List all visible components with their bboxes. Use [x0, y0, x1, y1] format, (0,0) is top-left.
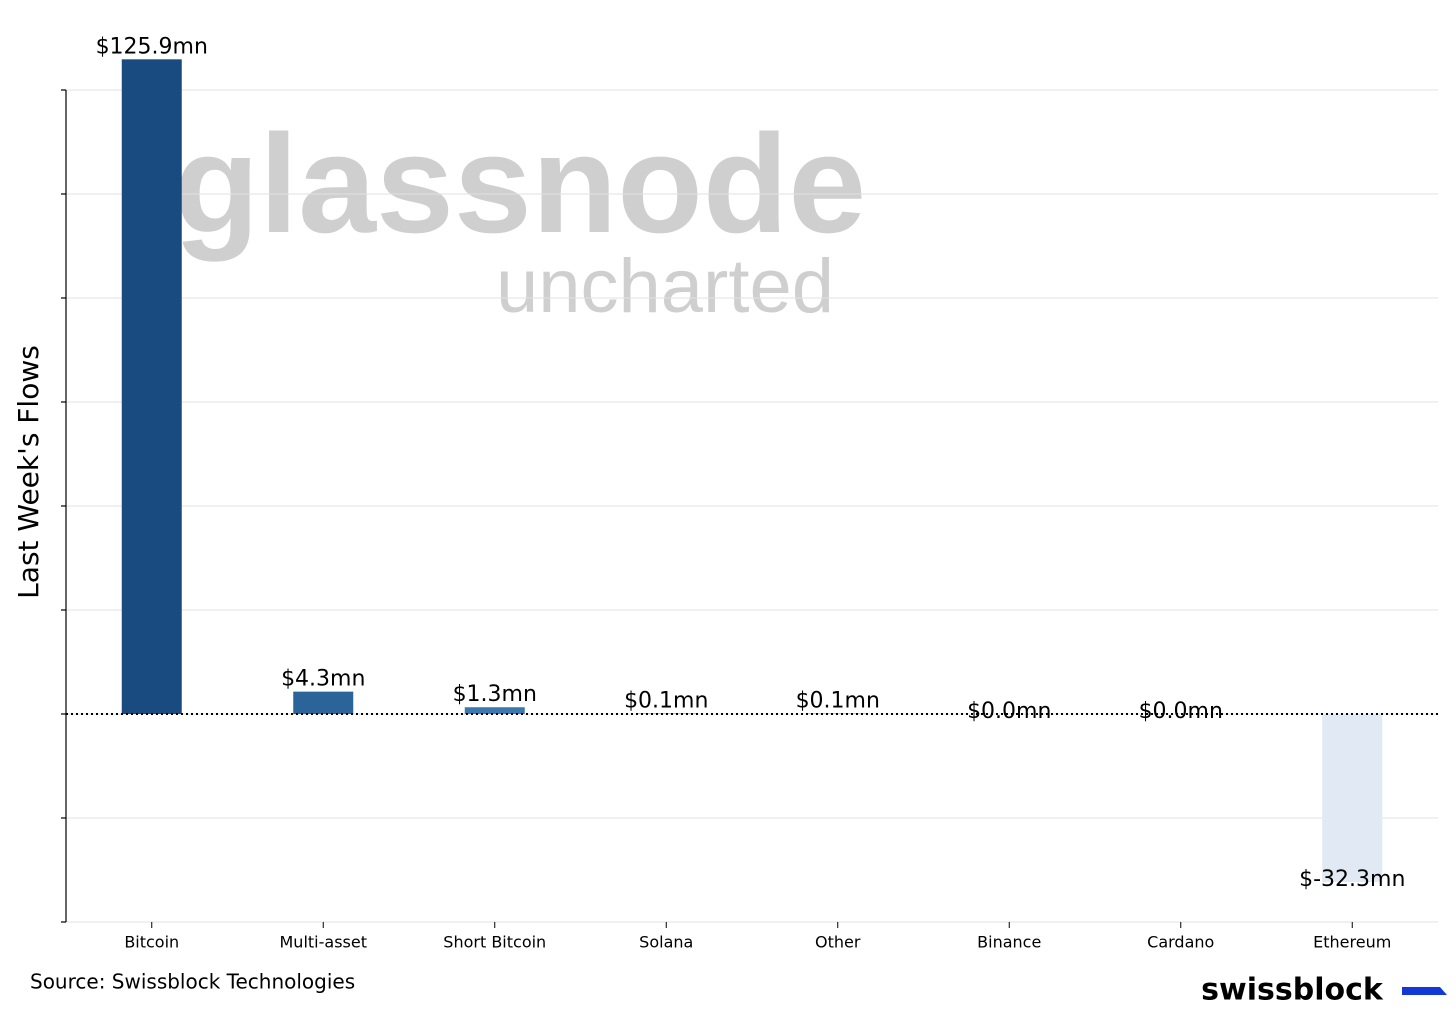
value-label: $0.0mn [967, 699, 1051, 724]
x-tick-label: Short Bitcoin [443, 933, 546, 952]
x-tick-label: Bitcoin [124, 933, 179, 952]
x-tick-label: Other [815, 933, 861, 952]
x-tick-label: Multi-asset [280, 933, 367, 952]
watermark-main: glassnode [174, 105, 866, 262]
x-tick-label: Cardano [1147, 933, 1214, 952]
watermark-sub: uncharted [496, 244, 834, 329]
value-label: $0.0mn [1139, 699, 1223, 724]
source: Source: Swissblock Technologies [30, 970, 355, 994]
brand: swissblock [1201, 973, 1384, 1008]
x-tick-label: Binance [977, 933, 1041, 952]
x-tick-label: Solana [639, 933, 693, 952]
bar [1322, 714, 1383, 882]
bar [464, 707, 525, 714]
brand-mark [1402, 987, 1447, 995]
value-label: $-32.3mn [1299, 867, 1405, 892]
value-label: $4.3mn [281, 667, 365, 692]
value-label: $0.1mn [796, 688, 880, 713]
value-label: $125.9mn [96, 34, 208, 59]
value-label: $0.1mn [624, 688, 708, 713]
x-tick-label: Ethereum [1313, 933, 1391, 952]
y-axis-label: Last Week's Flows [12, 345, 45, 599]
bar [121, 59, 182, 714]
bar [293, 691, 354, 714]
value-label: $1.3mn [453, 682, 537, 707]
